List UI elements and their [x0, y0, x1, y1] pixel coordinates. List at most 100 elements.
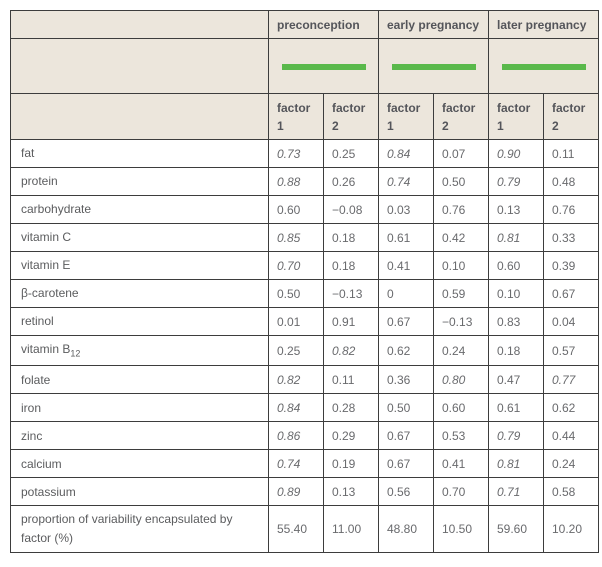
- value-cell: 0.77: [543, 365, 599, 395]
- value-cell: 0.33: [543, 223, 599, 252]
- green-bar-icon: [281, 63, 366, 70]
- table-row: calcium 0.74 0.19 0.67 0.41 0.81 0.24: [10, 449, 599, 479]
- corner-cell: [10, 93, 269, 140]
- factor-2-header: factor 2: [543, 93, 599, 140]
- value-cell: 55.40: [268, 505, 324, 553]
- value-cell: 10.20: [543, 505, 599, 553]
- value-cell: 0.01: [268, 307, 324, 336]
- value-cell: 0.44: [543, 421, 599, 451]
- value-cell: 0.71: [488, 477, 544, 507]
- value-cell: 48.80: [378, 505, 434, 553]
- value-cell: 0.18: [323, 251, 379, 280]
- value-cell: 0.47: [488, 365, 544, 395]
- value-cell: 0.50: [378, 393, 434, 423]
- value-cell: 0.41: [378, 251, 434, 280]
- table-row: proportion of variability encapsulated b…: [10, 505, 599, 553]
- green-bar-icon: [501, 63, 586, 70]
- value-cell: 0.61: [488, 393, 544, 423]
- value-cell: 0.19: [323, 449, 379, 479]
- value-cell: 0.25: [268, 334, 324, 367]
- table-row: vitamin B12 0.25 0.82 0.62 0.24 0.18 0.5…: [10, 334, 599, 367]
- value-cell: 0.86: [268, 421, 324, 451]
- row-label: calcium: [10, 449, 269, 479]
- factor-2-header: factor 2: [323, 93, 379, 140]
- value-cell: 0.11: [323, 365, 379, 395]
- value-cell: 0.83: [488, 307, 544, 336]
- factor-1-header: factor 1: [268, 93, 324, 140]
- table-body: fat 0.73 0.25 0.84 0.07 0.90 0.11 protei…: [10, 139, 599, 553]
- row-label: proportion of variability encapsulated b…: [10, 505, 269, 553]
- table-row: carbohydrate 0.60 −0.08 0.03 0.76 0.13 0…: [10, 195, 599, 224]
- row-label: zinc: [10, 421, 269, 451]
- row-label: vitamin E: [10, 251, 269, 280]
- corner-cell: [10, 10, 269, 39]
- value-cell: 0.10: [488, 279, 544, 308]
- value-cell: 0.79: [488, 421, 544, 451]
- value-cell: 0.67: [378, 307, 434, 336]
- value-cell: 0.42: [433, 223, 489, 252]
- value-cell: 0.91: [323, 307, 379, 336]
- value-cell: 0.13: [488, 195, 544, 224]
- value-cell: −0.08: [323, 195, 379, 224]
- table-row: retinol 0.01 0.91 0.67 −0.13 0.83 0.04: [10, 307, 599, 336]
- value-cell: 0.88: [268, 167, 324, 196]
- value-cell: −0.13: [323, 279, 379, 308]
- value-cell: 0.04: [543, 307, 599, 336]
- value-cell: 0.26: [323, 167, 379, 196]
- value-cell: 0.60: [433, 393, 489, 423]
- table-row: vitamin E 0.70 0.18 0.41 0.10 0.60 0.39: [10, 251, 599, 280]
- factor-1-header: factor 1: [488, 93, 544, 140]
- row-label: folate: [10, 365, 269, 395]
- value-cell: 0.41: [433, 449, 489, 479]
- value-cell: 0.79: [488, 167, 544, 196]
- value-cell: 0.50: [268, 279, 324, 308]
- legend-cell: [378, 38, 489, 94]
- value-cell: 0.61: [378, 223, 434, 252]
- value-cell: 0.56: [378, 477, 434, 507]
- value-cell: 0.10: [433, 251, 489, 280]
- value-cell: 0.11: [543, 139, 599, 168]
- value-cell: 0.73: [268, 139, 324, 168]
- value-cell: 0.13: [323, 477, 379, 507]
- value-cell: 0.84: [378, 139, 434, 168]
- row-label: vitamin C: [10, 223, 269, 252]
- factor-2-header: factor 2: [433, 93, 489, 140]
- value-cell: 0.82: [323, 334, 379, 367]
- value-cell: 59.60: [488, 505, 544, 553]
- factor-header-row: factor 1 factor 2 factor 1 factor 2 fact…: [10, 93, 599, 140]
- row-label: potassium: [10, 477, 269, 507]
- table-row: folate 0.82 0.11 0.36 0.80 0.47 0.77: [10, 365, 599, 395]
- value-cell: 0.36: [378, 365, 434, 395]
- value-cell: 0.07: [433, 139, 489, 168]
- value-cell: 0.67: [543, 279, 599, 308]
- row-label: carbohydrate: [10, 195, 269, 224]
- value-cell: 0.81: [488, 223, 544, 252]
- value-cell: 0.74: [378, 167, 434, 196]
- value-cell: 0.24: [543, 449, 599, 479]
- value-cell: 0.76: [543, 195, 599, 224]
- value-cell: 0.03: [378, 195, 434, 224]
- value-cell: 0.62: [378, 334, 434, 367]
- legend-row: [10, 38, 599, 94]
- legend-cell: [268, 38, 379, 94]
- value-cell: 0.24: [433, 334, 489, 367]
- value-cell: 0.74: [268, 449, 324, 479]
- value-cell: 0.18: [323, 223, 379, 252]
- row-label: vitamin B12: [10, 334, 269, 367]
- value-cell: 0.60: [488, 251, 544, 280]
- table-row: β-carotene 0.50 −0.13 0 0.59 0.10 0.67: [10, 279, 599, 308]
- value-cell: 0.28: [323, 393, 379, 423]
- value-cell: 0.85: [268, 223, 324, 252]
- value-cell: 0.18: [488, 334, 544, 367]
- group-header-later-pregnancy: later pregnancy: [488, 10, 599, 39]
- value-cell: 0.29: [323, 421, 379, 451]
- value-cell: 11.00: [323, 505, 379, 553]
- group-header-row: preconception early pregnancy later preg…: [10, 10, 599, 39]
- value-cell: 0.39: [543, 251, 599, 280]
- value-cell: 0.53: [433, 421, 489, 451]
- value-cell: 0.59: [433, 279, 489, 308]
- corner-cell: [10, 38, 269, 94]
- value-cell: 0.81: [488, 449, 544, 479]
- row-label: fat: [10, 139, 269, 168]
